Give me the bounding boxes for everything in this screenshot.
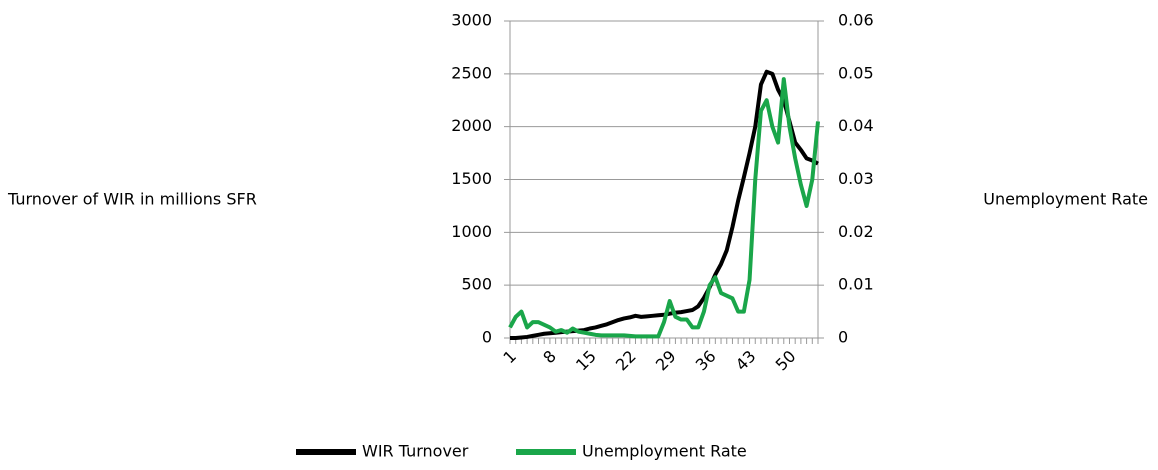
- x-tick-label: 22: [612, 347, 640, 375]
- y-tick-label: 3000: [451, 11, 492, 30]
- line-series: [508, 77, 820, 339]
- y-tick-label: 1000: [451, 222, 492, 241]
- y-tick-label: 2000: [451, 116, 492, 135]
- y2-axis-label: Unemployment Rate: [983, 190, 1148, 209]
- y-tick-label: 500: [461, 275, 492, 294]
- legend-label: WIR Turnover: [362, 442, 469, 461]
- y-tick-label: 2500: [451, 63, 492, 82]
- y-tick-label: 0: [482, 328, 492, 347]
- y2-tick-label: 0.02: [838, 222, 874, 241]
- y2-tick-label: 0.03: [838, 169, 874, 188]
- y-tick-label: 1500: [451, 169, 492, 188]
- x-tick-label: 43: [732, 347, 760, 375]
- y2-tick-label: 0.04: [838, 116, 874, 135]
- x-tick-label: 50: [772, 347, 800, 375]
- y2-tick-label: 0.06: [838, 11, 874, 30]
- x-tick-label: 36: [692, 347, 720, 375]
- y2-tick-label: 0.05: [838, 63, 874, 82]
- line-series: [510, 69, 819, 340]
- x-tick-label: 29: [652, 347, 680, 375]
- x-tick-label: 15: [572, 347, 600, 375]
- y2-tick-label: 0.01: [838, 275, 874, 294]
- y2-tick-label: 0: [838, 328, 848, 347]
- x-tick-label: 8: [539, 347, 560, 368]
- y-axis-label: Turnover of WIR in millions SFR: [7, 190, 257, 209]
- legend-label: Unemployment Rate: [582, 442, 747, 461]
- x-tick-label: 1: [499, 347, 520, 368]
